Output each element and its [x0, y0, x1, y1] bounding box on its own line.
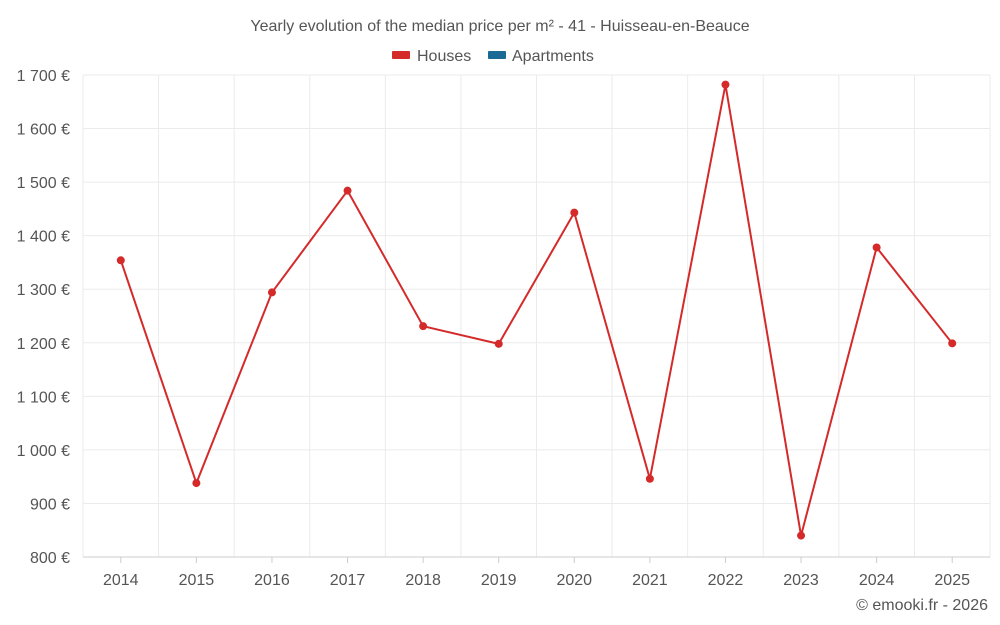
- y-tick-label: 1 600 €: [17, 122, 70, 139]
- data-point[interactable]: [645, 474, 654, 483]
- data-point[interactable]: [872, 243, 881, 252]
- x-tick-label: 2021: [632, 572, 668, 589]
- y-tick-label: 800 €: [30, 550, 70, 567]
- data-point[interactable]: [343, 186, 352, 195]
- x-tick-label: 2019: [481, 572, 517, 589]
- series-houses: [116, 80, 957, 540]
- x-tick-label: 2015: [179, 572, 215, 589]
- x-tick-label: 2025: [934, 572, 970, 589]
- credit-text: © emooki.fr - 2026: [856, 597, 988, 614]
- y-tick-label: 1 500 €: [17, 175, 70, 192]
- data-point[interactable]: [116, 256, 125, 265]
- legend: Houses Apartments: [392, 48, 594, 65]
- x-tick-label: 2023: [783, 572, 819, 589]
- x-tick-label: 2020: [556, 572, 592, 589]
- y-tick-label: 900 €: [30, 496, 70, 513]
- x-tick-label: 2018: [405, 572, 441, 589]
- legend-swatch-houses[interactable]: [392, 51, 410, 59]
- y-tick-label: 1 400 €: [17, 229, 70, 246]
- x-tick-label: 2017: [330, 572, 366, 589]
- data-point[interactable]: [948, 339, 957, 348]
- chart-title: Yearly evolution of the median price per…: [250, 18, 749, 35]
- x-axis: 2014 2015 2016 2017 2018 2019 2020 2021 2022 2023…: [83, 556, 990, 589]
- series-line-houses: [119, 83, 953, 537]
- grid: [82, 74, 991, 557]
- data-point[interactable]: [192, 479, 201, 488]
- data-point[interactable]: [721, 80, 730, 89]
- x-tick-label: 2014: [103, 572, 139, 589]
- legend-label-houses[interactable]: Houses: [417, 48, 471, 65]
- legend-label-apartments[interactable]: Apartments: [512, 48, 594, 65]
- x-tick-label: 2022: [708, 572, 744, 589]
- y-axis: 800 € 900 € 1 000 € 1 100 € 1 200 € 1 300 € 1 …: [17, 68, 70, 567]
- legend-swatch-apartments[interactable]: [488, 51, 506, 59]
- data-point[interactable]: [494, 339, 503, 348]
- x-tick-label: 2024: [859, 572, 895, 589]
- data-point[interactable]: [797, 531, 806, 540]
- y-tick-label: 1 300 €: [17, 282, 70, 299]
- data-point[interactable]: [419, 322, 428, 331]
- y-tick-label: 1 100 €: [17, 389, 70, 406]
- y-tick-label: 1 700 €: [17, 68, 70, 85]
- data-point[interactable]: [570, 208, 579, 217]
- y-tick-label: 1 200 €: [17, 336, 70, 353]
- y-tick-label: 1 000 €: [17, 443, 70, 460]
- data-point[interactable]: [267, 288, 276, 297]
- x-tick-label: 2016: [254, 572, 290, 589]
